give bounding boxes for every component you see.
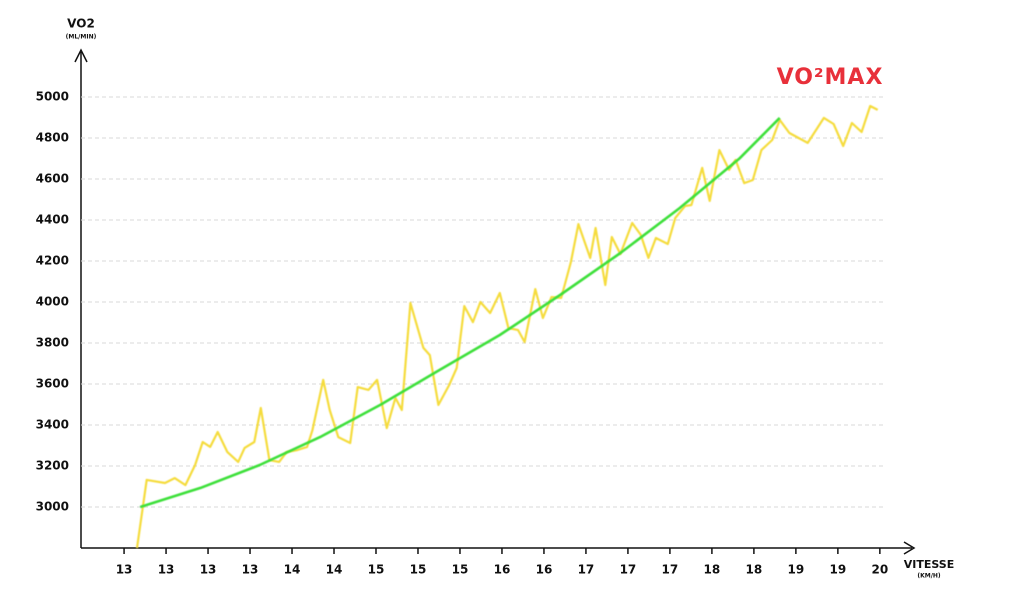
y-tick-label: 3600 xyxy=(36,376,69,390)
x-tick-label: 19 xyxy=(830,563,847,577)
x-tick-label: 15 xyxy=(452,563,469,577)
y-tick-label: 5000 xyxy=(36,89,69,103)
y-tick-label: 4200 xyxy=(36,253,69,267)
x-tick-label: 15 xyxy=(368,563,385,577)
y-tick-label: 3200 xyxy=(36,458,69,472)
x-tick-label: 15 xyxy=(410,563,427,577)
y-tick-label: 3000 xyxy=(36,499,69,513)
x-axis-arrow xyxy=(903,541,916,555)
annotation: VO²MAX xyxy=(777,65,884,90)
y-tick-label: 3800 xyxy=(36,335,69,349)
x-label: VITESSE xyxy=(904,558,955,571)
x-tick-label: 19 xyxy=(788,563,805,577)
data-line xyxy=(139,116,781,509)
y-tick-label: 4400 xyxy=(36,212,69,226)
x-tick-label: 20 xyxy=(872,563,889,577)
x-tick-label: 18 xyxy=(704,563,721,577)
x-tick-label: 13 xyxy=(242,563,259,577)
y-label-unit: (ML/MIN) xyxy=(66,34,97,41)
y-tick-label: 4000 xyxy=(36,294,69,308)
x-tick-label: 13 xyxy=(116,563,133,577)
data-line xyxy=(135,104,879,549)
axes xyxy=(74,48,916,555)
y-axis-arrow xyxy=(74,48,88,63)
y-tick-label: 3400 xyxy=(36,417,69,431)
x-label-unit: (KM/H) xyxy=(917,573,941,580)
x-tick-label: 16 xyxy=(494,563,511,577)
x-tick-label: 14 xyxy=(284,563,301,577)
x-tick-label: 17 xyxy=(578,563,595,577)
x-tick-label: 14 xyxy=(326,563,343,577)
x-tick-label: 17 xyxy=(662,563,679,577)
y-tick-label: 4800 xyxy=(36,130,69,144)
x-tick-label: 13 xyxy=(200,563,217,577)
y-label: VO2 xyxy=(67,17,95,31)
x-tick-label: 13 xyxy=(158,563,175,577)
y-tick-label: 4600 xyxy=(36,171,69,185)
x-tick-label: 17 xyxy=(620,563,637,577)
x-tick-label: 18 xyxy=(746,563,763,577)
x-tick-label: 16 xyxy=(536,563,553,577)
